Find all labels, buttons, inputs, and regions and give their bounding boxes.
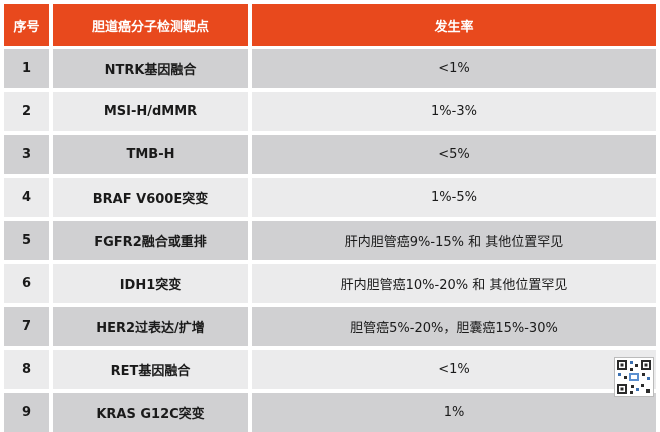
- row-number: 2: [4, 92, 49, 131]
- table-row: 3 TMB-H <5%: [4, 135, 656, 174]
- row-target: RET基因融合: [53, 350, 248, 389]
- row-rate: 肝内胆管癌9%-15% 和 其他位置罕见: [252, 221, 656, 260]
- row-rate: 1%: [252, 393, 656, 432]
- row-target: TMB-H: [53, 135, 248, 174]
- row-number: 8: [4, 350, 49, 389]
- table-row: 4 BRAF V600E突变 1%-5%: [4, 178, 656, 217]
- row-target: BRAF V600E突变: [53, 178, 248, 217]
- row-rate: 肝内胆管癌10%-20% 和 其他位置罕见: [252, 264, 656, 303]
- table-row: 6 IDH1突变 肝内胆管癌10%-20% 和 其他位置罕见: [4, 264, 656, 303]
- row-rate: <1%: [252, 49, 656, 88]
- row-number: 3: [4, 135, 49, 174]
- row-rate: 胆管癌5%-20%，胆囊癌15%-30%: [252, 307, 656, 346]
- row-number: 4: [4, 178, 49, 217]
- row-rate: <1%: [252, 350, 656, 389]
- detection-targets-table: 序号 胆道癌分子检测靶点 发生率 1 NTRK基因融合 <1% 2 MSI-H/…: [4, 4, 656, 432]
- table-row: 7 HER2过表达/扩增 胆管癌5%-20%，胆囊癌15%-30%: [4, 307, 656, 346]
- row-target: HER2过表达/扩增: [53, 307, 248, 346]
- header-target: 胆道癌分子检测靶点: [53, 4, 248, 46]
- table-row: 5 FGFR2融合或重排 肝内胆管癌9%-15% 和 其他位置罕见: [4, 221, 656, 260]
- row-target: IDH1突变: [53, 264, 248, 303]
- qr-code-icon: [614, 357, 654, 397]
- table-header-row: 序号 胆道癌分子检测靶点 发生率: [4, 4, 656, 46]
- row-number: 1: [4, 49, 49, 88]
- row-rate: 1%-5%: [252, 178, 656, 217]
- row-number: 5: [4, 221, 49, 260]
- row-rate: 1%-3%: [252, 92, 656, 131]
- table-row: 9 KRAS G12C突变 1%: [4, 393, 656, 432]
- row-target: FGFR2融合或重排: [53, 221, 248, 260]
- row-number: 9: [4, 393, 49, 432]
- row-rate: <5%: [252, 135, 656, 174]
- row-target: MSI-H/dMMR: [53, 92, 248, 131]
- header-number: 序号: [4, 4, 49, 46]
- table-row: 2 MSI-H/dMMR 1%-3%: [4, 92, 656, 131]
- table-row: 1 NTRK基因融合 <1%: [4, 49, 656, 88]
- row-target: NTRK基因融合: [53, 49, 248, 88]
- row-number: 6: [4, 264, 49, 303]
- row-target: KRAS G12C突变: [53, 393, 248, 432]
- table-row: 8 RET基因融合 <1%: [4, 350, 656, 389]
- header-rate: 发生率: [252, 4, 656, 46]
- row-number: 7: [4, 307, 49, 346]
